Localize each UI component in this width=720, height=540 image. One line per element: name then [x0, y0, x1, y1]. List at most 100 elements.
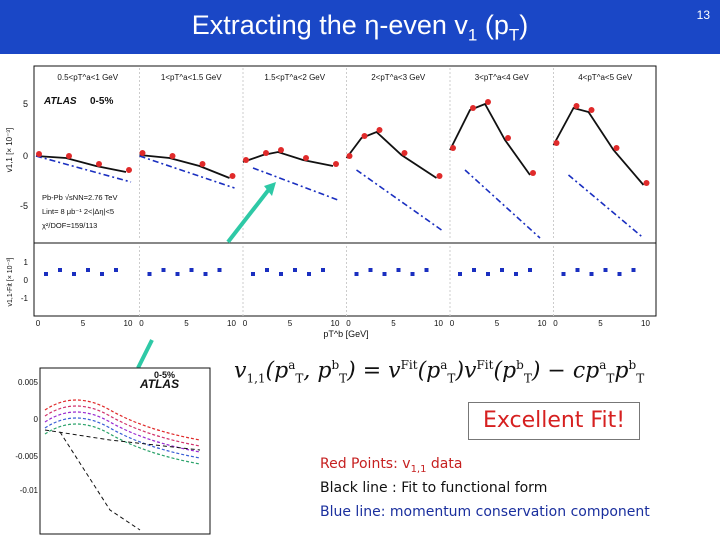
xtick: 0	[450, 319, 455, 328]
data-point	[573, 103, 580, 109]
residual-point	[382, 272, 387, 276]
bin-label: 4<pT^a<5 GeV	[578, 73, 633, 82]
xtick: 5	[184, 319, 189, 328]
data-point	[36, 151, 42, 157]
residual-point	[500, 268, 504, 272]
legend-red: Red Points: v1,1 data	[320, 456, 463, 475]
lower-ytick: 1	[24, 258, 29, 267]
residual-point	[175, 272, 180, 276]
title-sub-T: T	[508, 25, 520, 45]
xtick: 10	[227, 319, 236, 328]
data-point	[361, 133, 368, 139]
residual-point	[575, 268, 580, 272]
residual-point	[514, 272, 518, 276]
data-point	[199, 161, 206, 167]
residual-point	[58, 268, 62, 272]
figure-panels: 0.5<pT^a<1 GeV 1<pT^a<1.5 GeV 1.5<pT^a<2 G…	[5, 65, 657, 339]
xtick: 0	[139, 319, 144, 328]
title-text-2: (p	[477, 10, 509, 40]
fit-message: Excellent Fit!	[468, 402, 640, 440]
residual-point	[528, 268, 532, 272]
residual-point	[251, 272, 255, 276]
title-text-3: )	[519, 10, 529, 40]
upper-ytick: -5	[20, 201, 28, 211]
fit-curve	[139, 154, 230, 179]
centrality-label: 0-5%	[90, 96, 113, 107]
xtick: 5	[391, 319, 396, 328]
bin-label: 0.5<pT^a<1 GeV	[57, 73, 118, 82]
momentum-line	[567, 174, 645, 239]
fit-curve	[242, 151, 334, 167]
legend-blue: Blue line: momentum conservation compone…	[320, 504, 650, 520]
xtick: 0	[36, 319, 41, 328]
formula: v1,1(paT, pbT) = vFit(paT)vFit(pbT) − cp…	[234, 358, 645, 386]
residual-point	[424, 268, 429, 272]
data-point	[126, 167, 132, 173]
residual-point	[561, 272, 566, 276]
data-point	[303, 155, 309, 161]
data-point	[333, 161, 339, 167]
residual-point	[368, 268, 373, 272]
arrow-lower	[136, 339, 154, 369]
residual-point	[410, 272, 415, 276]
residual-point	[203, 272, 208, 276]
inset-series	[44, 411, 201, 453]
xtick: 10	[641, 319, 650, 328]
formula-eq: = v	[362, 358, 401, 384]
data-point	[530, 170, 536, 176]
data-point	[553, 140, 560, 146]
inset-ytick: 0	[34, 415, 39, 424]
lower-ytick: 0	[24, 276, 29, 285]
figure-frame	[33, 65, 657, 317]
data-point	[401, 150, 408, 156]
fit-curve	[35, 155, 127, 173]
residual-point	[472, 268, 476, 272]
fit-curve	[345, 130, 437, 179]
formula-minus: − cp	[547, 358, 600, 384]
legend-black: Black line : Fit to functional form	[320, 480, 548, 496]
inset-atlas-label: ATLAS	[139, 377, 179, 391]
info-line: χ²/DOF=159/113	[42, 221, 97, 230]
lower-ytick: -1	[21, 294, 29, 303]
data-point	[470, 105, 476, 111]
data-point	[96, 161, 102, 167]
slide-title: Extracting the η-even v1 (pT)	[0, 10, 720, 45]
data-point	[436, 173, 443, 179]
bin-label: 2<pT^a<3 GeV	[371, 73, 426, 82]
momentum-line	[139, 155, 235, 189]
title-sub: 1	[467, 25, 478, 45]
residual-point	[458, 272, 462, 276]
inset-ytick: 0.005	[18, 378, 39, 387]
inset-series	[44, 417, 201, 459]
residual-point	[589, 272, 594, 276]
bin-label: 1.5<pT^a<2 GeV	[264, 73, 325, 82]
inset-centrality: 0-5%	[154, 370, 175, 380]
xtick: 0	[346, 319, 351, 328]
inset-series	[44, 405, 201, 447]
residual-point	[603, 268, 608, 272]
xtick: 5	[598, 319, 603, 328]
momentum-line	[464, 169, 541, 239]
atlas-label: ATLAS	[43, 96, 77, 107]
data-point	[376, 127, 383, 133]
fit-curve	[552, 106, 645, 186]
data-point	[229, 173, 236, 179]
residual-point	[396, 268, 401, 272]
bin-label: 1<pT^a<1.5 GeV	[161, 73, 222, 82]
xtick: 5	[81, 319, 86, 328]
data-point	[485, 99, 491, 105]
info-line: Pb-Pb √sNN=2.76 TeV	[42, 193, 117, 202]
data-point	[613, 145, 620, 151]
residual-point	[161, 268, 166, 272]
xtick: 0	[553, 319, 558, 328]
xlabel: pT^b [GeV]	[323, 329, 368, 339]
data-point	[643, 180, 650, 186]
xtick: 5	[288, 319, 293, 328]
data-point	[139, 150, 146, 156]
data-point	[169, 153, 176, 159]
title-text: Extracting the η-even v	[191, 10, 468, 40]
residual-point	[293, 268, 297, 272]
residual-point	[307, 272, 311, 276]
